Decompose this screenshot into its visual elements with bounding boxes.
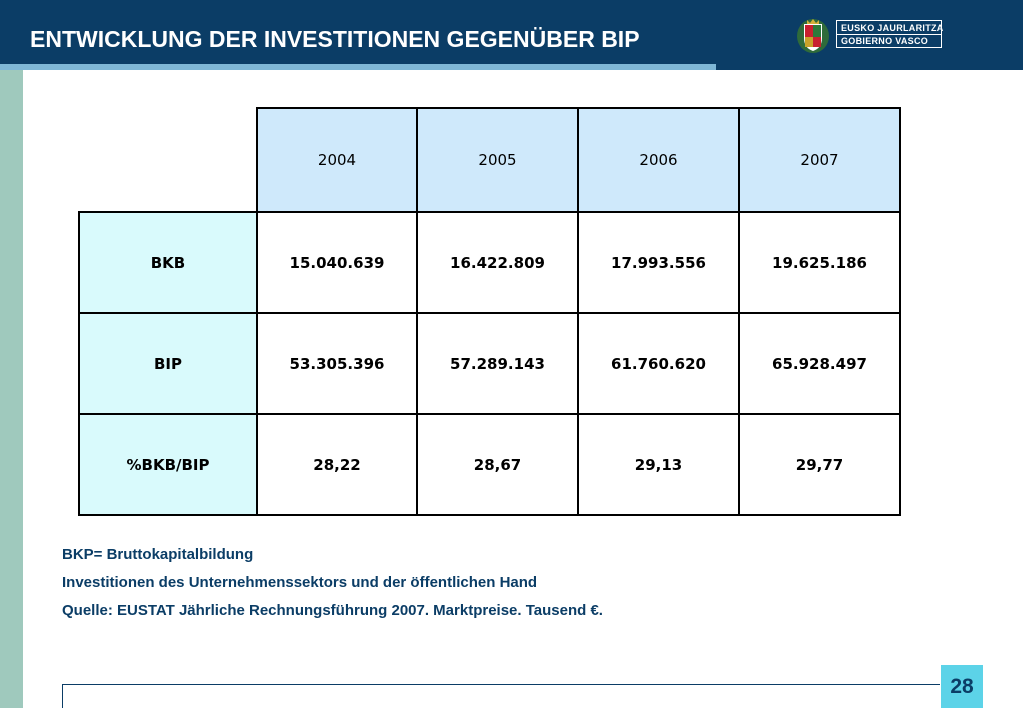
row-label: BIP <box>78 312 258 415</box>
year-header: 2007 <box>738 107 901 213</box>
table-cell: 19.625.186 <box>738 211 901 314</box>
table-cell: 17.993.556 <box>577 211 740 314</box>
table-corner <box>79 108 257 212</box>
table-cell: 15.040.639 <box>256 211 418 314</box>
footer-rule <box>62 684 940 685</box>
table-cell: 61.760.620 <box>577 312 740 415</box>
coat-of-arms-icon <box>797 19 829 53</box>
page-title: ENTWICKLUNG DER INVESTITIONEN GEGENÜBER … <box>30 26 640 52</box>
logo-divider <box>837 34 941 35</box>
left-decorative-stripe <box>0 70 23 708</box>
year-header: 2005 <box>416 107 579 213</box>
table-cell: 53.305.396 <box>256 312 418 415</box>
table-row: %BKB/BIP 28,22 28,67 29,13 29,77 <box>78 413 901 516</box>
footnote-source: Quelle: EUSTAT Jährliche Rechnungsführun… <box>62 602 603 619</box>
footer-rule-vertical <box>62 684 63 708</box>
table-cell: 65.928.497 <box>738 312 901 415</box>
logo-line-1: EUSKO JAURLARITZA <box>841 23 944 33</box>
investment-table: 2004 2005 2006 2007 BKB 15.040.639 16.42… <box>78 107 901 516</box>
table-cell: 57.289.143 <box>416 312 579 415</box>
page-number: 28 <box>941 665 983 708</box>
table-header-row: 2004 2005 2006 2007 <box>79 107 901 213</box>
table-cell: 29,13 <box>577 413 740 516</box>
table-row: BKB 15.040.639 16.422.809 17.993.556 19.… <box>78 211 901 314</box>
header-accent-bar <box>0 64 716 70</box>
table-cell: 28,22 <box>256 413 418 516</box>
footnotes: BKP= Bruttokapitalbildung Investitionen … <box>62 546 603 630</box>
header-bar: ENTWICKLUNG DER INVESTITIONEN GEGENÜBER … <box>0 0 1023 70</box>
table-cell: 29,77 <box>738 413 901 516</box>
row-label: %BKB/BIP <box>78 413 258 516</box>
row-label: BKB <box>78 211 258 314</box>
table-cell: 28,67 <box>416 413 579 516</box>
year-header: 2006 <box>577 107 740 213</box>
table-row: BIP 53.305.396 57.289.143 61.760.620 65.… <box>78 312 901 415</box>
gov-logo-text: EUSKO JAURLARITZA GOBIERNO VASCO <box>836 20 944 48</box>
table-cell: 16.422.809 <box>416 211 579 314</box>
footnote-scope: Investitionen des Unternehmenssektors un… <box>62 574 538 591</box>
right-edge <box>1016 70 1023 708</box>
logo-line-2: GOBIERNO VASCO <box>841 36 929 46</box>
year-header: 2004 <box>256 107 418 213</box>
footnote-definition: BKP= Bruttokapitalbildung <box>62 546 254 563</box>
